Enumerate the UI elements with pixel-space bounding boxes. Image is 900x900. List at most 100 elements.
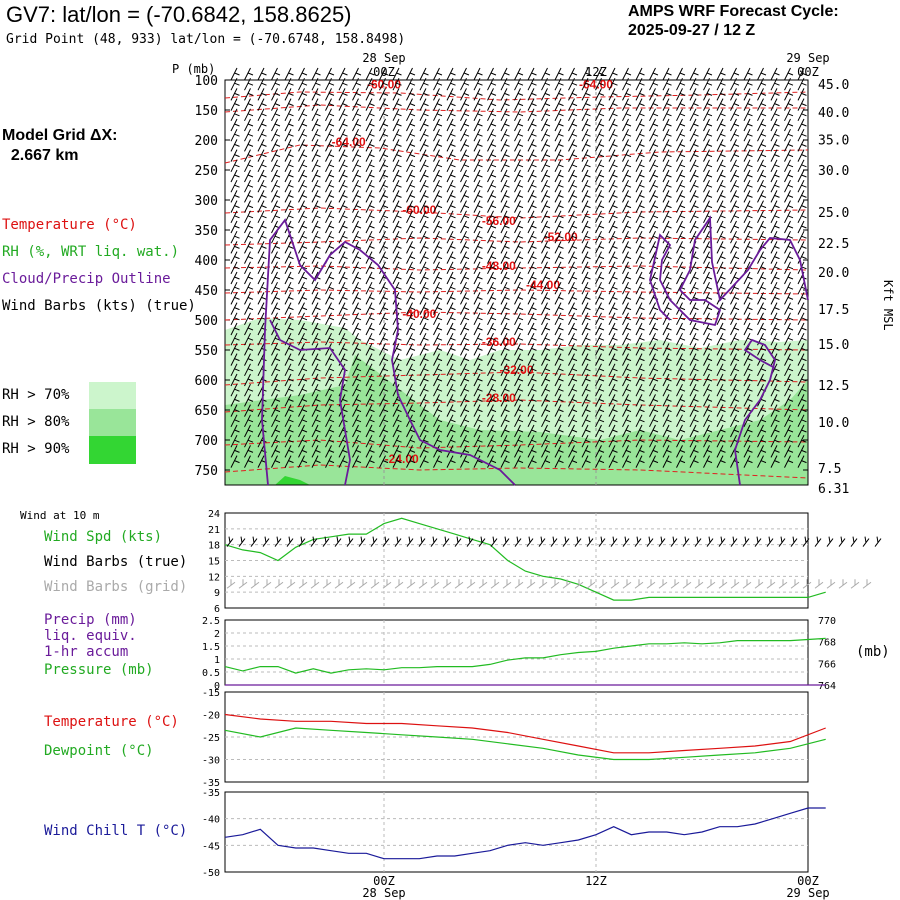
- wind-barb: [703, 383, 713, 397]
- wind-barb: [257, 118, 267, 132]
- wind-barb-grid: [286, 579, 296, 589]
- wind-barb: [419, 343, 429, 356]
- wind-barb: [460, 139, 470, 152]
- wind-barb: [608, 363, 618, 377]
- wind-barb: [500, 271, 510, 285]
- wind-barb: [635, 281, 645, 295]
- wind-barb: [379, 292, 389, 305]
- wind-barb: [298, 292, 308, 305]
- wind-barb: [608, 241, 618, 254]
- wind-barb: [352, 394, 362, 407]
- wind-barb: [419, 292, 429, 305]
- wind-barb: [514, 302, 524, 315]
- wind-barb: [257, 108, 267, 122]
- wind-barb: [460, 190, 470, 203]
- wind-barb: [460, 67, 470, 81]
- wind-barb: [541, 200, 551, 213]
- wind-barb: [595, 302, 605, 315]
- wind-barb: [352, 302, 362, 315]
- wind-barb-grid: [718, 579, 728, 589]
- wind-barb: [419, 241, 429, 254]
- wind-barb: [770, 383, 780, 397]
- wind-barb: [770, 210, 780, 224]
- wind-barb: [311, 108, 321, 122]
- wind-barb: [757, 98, 767, 111]
- wind-chill-panel-tick-label: -35: [202, 788, 220, 799]
- wind-barb: [703, 363, 713, 377]
- wind-barb: [230, 394, 240, 407]
- wind-barb: [500, 414, 510, 428]
- wind-barb: [500, 220, 510, 234]
- wind-barb: [743, 149, 753, 162]
- wind-barb: [379, 353, 389, 366]
- wind-barb: [460, 302, 470, 315]
- precip-panel-frame: [224, 619, 809, 686]
- wind-barb: [541, 353, 551, 366]
- wind-barb: [487, 169, 497, 183]
- wind-barb: [379, 88, 389, 101]
- wind-barb: [500, 67, 510, 81]
- wind-barb: [257, 230, 267, 244]
- wind-barb: [271, 159, 281, 173]
- wind-barb: [784, 363, 794, 377]
- wind-barb: [487, 373, 497, 387]
- isotherm-line: [224, 371, 809, 386]
- wind-barb: [757, 220, 767, 234]
- wind-barb: [284, 434, 294, 448]
- wind-barb: [298, 200, 308, 213]
- wind-barb: [230, 302, 240, 315]
- wind-barb-true: [526, 536, 534, 547]
- pressure-line: [224, 637, 826, 674]
- wind-barb: [446, 455, 456, 468]
- wind-barb: [622, 210, 632, 224]
- wind-barb: [271, 414, 281, 428]
- wind-barb: [797, 241, 807, 254]
- wind-barb: [649, 98, 659, 111]
- wind-barb-grid: [226, 579, 236, 589]
- wind-barb: [365, 88, 375, 101]
- wind-barb: [298, 424, 308, 438]
- model-grid-label: Model Grid ΔX:: [2, 127, 118, 144]
- wind-barb: [325, 445, 335, 458]
- wind-barb: [257, 190, 267, 203]
- wind-barb: [527, 292, 537, 305]
- wind-barb: [325, 353, 335, 366]
- wind-barb: [284, 251, 294, 264]
- wind-barb: [662, 414, 672, 428]
- wind-barb: [392, 220, 402, 234]
- wind-barb: [311, 353, 321, 366]
- wind-barb: [743, 434, 753, 448]
- wind-barb: [554, 88, 564, 101]
- wind-barb: [419, 383, 429, 397]
- wind-barb: [460, 353, 470, 366]
- wind-barb: [635, 414, 645, 428]
- wind-barb: [527, 220, 537, 234]
- wind-barb: [581, 230, 591, 244]
- wind-barb: [527, 88, 537, 101]
- wind-barb: [730, 88, 740, 101]
- wind-barb: [500, 159, 510, 173]
- wind-barb: [433, 322, 443, 336]
- wind-barb: [473, 312, 483, 326]
- wind-barb: [635, 67, 645, 81]
- wind-barb: [365, 118, 375, 132]
- wind-barb: [662, 210, 672, 224]
- wind-barb: [244, 88, 254, 101]
- wind-barb: [595, 455, 605, 468]
- wind-barb: [419, 67, 429, 81]
- wind-barb: [379, 98, 389, 111]
- wind-chill-panel-frame: [224, 791, 809, 873]
- height-tick-label: 7.5: [818, 462, 841, 477]
- wind-barb: [676, 271, 686, 285]
- wind-barb-true: [586, 536, 594, 547]
- wind-barb: [406, 302, 416, 315]
- wind-barb: [784, 128, 794, 142]
- wind-barb: [230, 190, 240, 203]
- wind-barb: [244, 261, 254, 275]
- wind-barb: [325, 108, 335, 122]
- wind-barb-grid: [262, 579, 272, 589]
- wind-barb: [325, 302, 335, 315]
- wind-barb: [743, 292, 753, 305]
- wind-barb: [379, 281, 389, 295]
- wind-barb: [676, 445, 686, 458]
